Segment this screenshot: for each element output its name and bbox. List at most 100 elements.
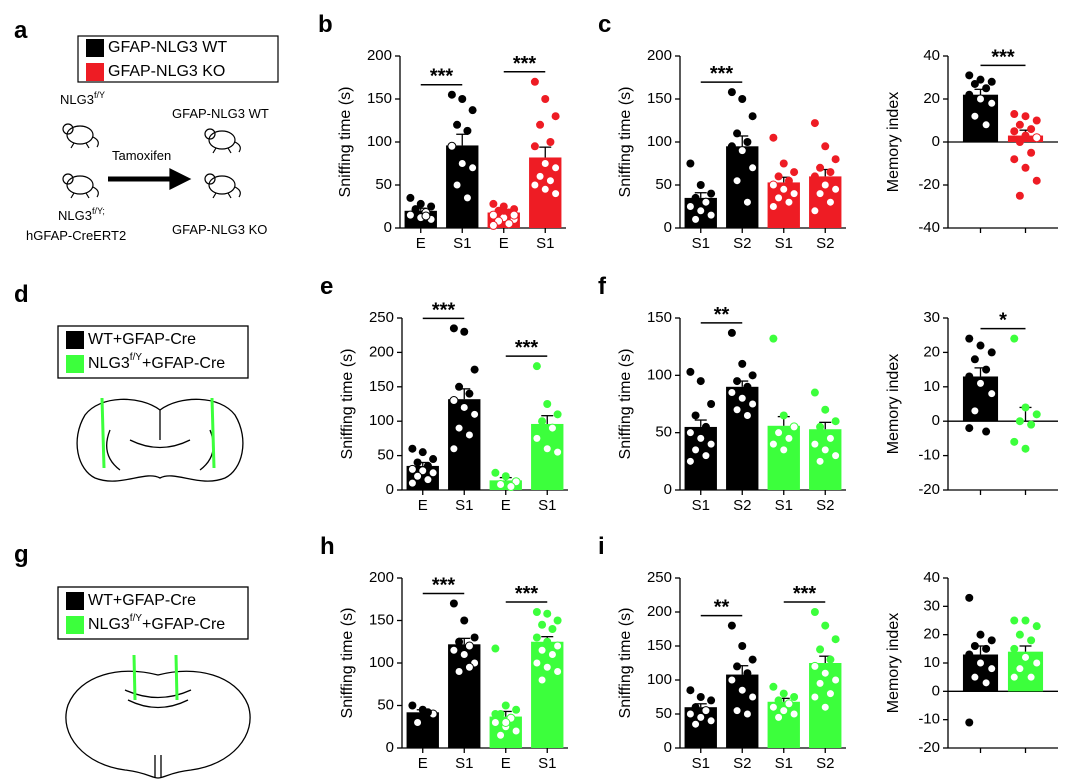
x-tick-label: S2: [733, 755, 751, 772]
x-tick-label: E: [418, 497, 428, 514]
panel-letter: i: [598, 533, 605, 560]
data-point: [553, 641, 563, 651]
data-point: [815, 456, 825, 466]
x-tick-label: E: [501, 755, 511, 772]
data-point: [551, 112, 560, 121]
y-tick-label: 150: [369, 611, 394, 628]
data-point: [1010, 616, 1019, 625]
data-point: [413, 471, 423, 481]
data-point: [449, 645, 459, 655]
data-point: [452, 180, 462, 190]
legend-text: +GFAP-Cre: [142, 355, 225, 372]
data-point: [1027, 420, 1036, 429]
data-point: [831, 675, 841, 685]
data-point: [416, 199, 425, 208]
data-point: [743, 382, 752, 391]
data-point: [541, 95, 550, 103]
data-point: [748, 163, 758, 173]
y-tick-label: 100: [647, 133, 672, 150]
data-point: [423, 708, 432, 717]
y-tick-label: 0: [932, 412, 940, 429]
data-point: [532, 433, 542, 443]
data-point: [413, 718, 423, 727]
data-point: [784, 176, 793, 185]
data-point: [790, 168, 799, 177]
y-tick-label: 10: [923, 654, 940, 671]
data-point: [491, 468, 500, 477]
data-point: [779, 706, 789, 716]
data-point: [821, 405, 830, 414]
data-point: [1032, 116, 1041, 125]
data-point: [449, 599, 458, 608]
legend-swatch: [66, 616, 84, 634]
data-point: [733, 377, 742, 386]
data-point: [820, 702, 830, 712]
data-point: [976, 341, 985, 350]
data-point: [737, 146, 747, 156]
y-tick-label: -10: [918, 447, 940, 464]
data-point: [496, 479, 506, 489]
data-point: [538, 417, 547, 426]
panel-letter: d: [14, 281, 29, 308]
data-point: [413, 458, 422, 467]
data-point: [406, 193, 415, 202]
data-point: [532, 633, 541, 642]
data-point: [509, 210, 519, 220]
data-point: [706, 210, 716, 220]
data-point: [810, 206, 820, 216]
data-point: [816, 163, 825, 172]
data-point: [768, 439, 778, 449]
y-tick-label: -20: [918, 739, 940, 756]
data-point: [691, 719, 701, 729]
data-point: [1032, 176, 1041, 185]
data-point: [1021, 403, 1030, 412]
data-point: [459, 650, 469, 659]
data-point: [1032, 133, 1042, 143]
data-point: [789, 422, 799, 432]
data-point: [1032, 410, 1041, 419]
data-point: [707, 400, 716, 408]
data-point: [701, 197, 711, 207]
y-tick-label: 0: [386, 739, 394, 756]
data-point: [504, 219, 514, 229]
data-point: [965, 593, 974, 602]
data-point: [1021, 131, 1030, 140]
data-point: [768, 702, 778, 712]
x-tick-label: S1: [538, 497, 556, 514]
mouse: [62, 173, 99, 199]
y-tick-label: 0: [664, 481, 672, 498]
data-point: [820, 180, 830, 190]
data-point: [826, 655, 835, 664]
x-tick-label: E: [418, 755, 428, 772]
data-point: [784, 433, 794, 443]
data-point: [1032, 622, 1041, 631]
data-point: [987, 77, 996, 86]
legend-text: f/Y: [130, 613, 143, 624]
data-point: [488, 210, 498, 220]
data-point: [546, 138, 555, 146]
data-point: [1015, 191, 1024, 200]
data-point: [965, 334, 974, 343]
data-point: [981, 678, 991, 688]
data-point: [685, 202, 695, 211]
data-point: [784, 197, 794, 207]
y-tick-label: -20: [918, 481, 940, 498]
data-point: [769, 133, 778, 142]
y-tick-label: -20: [918, 176, 940, 193]
data-point: [407, 464, 417, 474]
data-point: [742, 410, 752, 420]
data-point: [530, 180, 540, 190]
data-point: [707, 696, 716, 705]
data-point: [691, 214, 701, 224]
data-point: [774, 172, 783, 181]
data-point: [748, 112, 757, 121]
y-tick-label: 100: [647, 366, 672, 383]
data-point: [547, 423, 557, 433]
data-point: [691, 411, 700, 420]
data-point: [707, 189, 716, 198]
y-axis-label: Sniffing time (s): [339, 608, 356, 719]
data-point: [965, 90, 974, 99]
data-point: [810, 608, 819, 616]
data-point: [536, 120, 545, 129]
legend-text: WT+GFAP-Cre: [88, 592, 196, 609]
